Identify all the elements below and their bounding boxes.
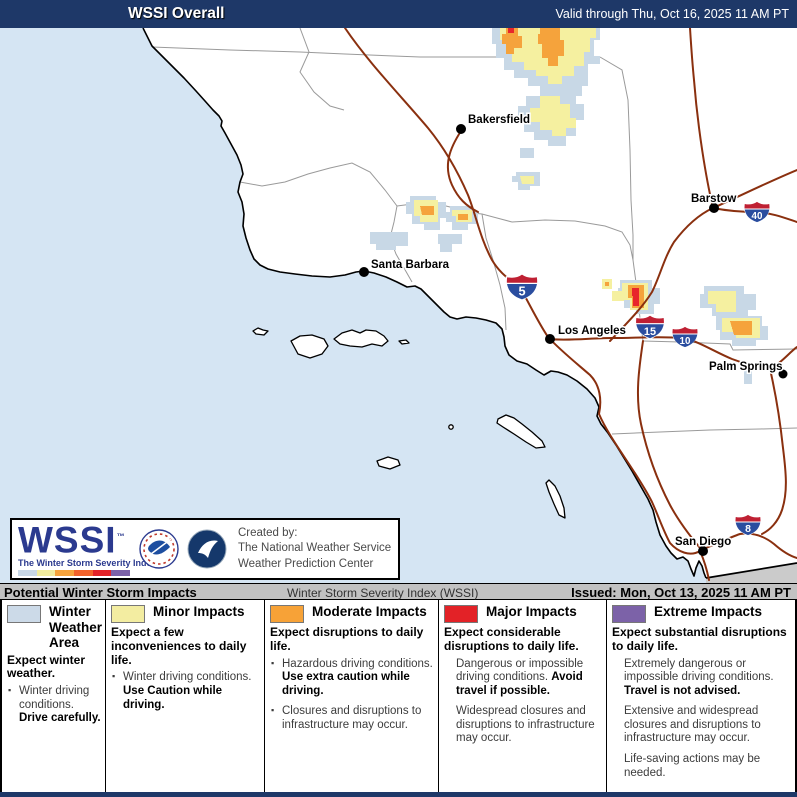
page-title: WSSI Overall: [128, 5, 225, 22]
legend-items: Winter driving conditions. Drive careful…: [7, 685, 101, 726]
land: [143, 28, 797, 578]
mexico-area: [706, 563, 797, 583]
map-canvas: 5 40 15 10: [0, 27, 797, 583]
created-by-block: Created by: The National Weather Service…: [238, 526, 391, 572]
legend-items: Dangerous or impossible driving conditio…: [444, 658, 602, 746]
created-by-line: Created by:: [238, 527, 298, 540]
legend-item: Extensive and widespread closures and di…: [624, 705, 761, 745]
extreme-swatch: [612, 605, 646, 623]
svg-text:10: 10: [680, 336, 691, 347]
wssi-scale-segment: [74, 569, 93, 576]
moderate-swatch: [270, 605, 304, 623]
legend-item: Winter driving conditions. Use Caution w…: [112, 671, 260, 712]
agency-logos: [138, 527, 228, 571]
org-line-1: The National Weather Service: [238, 542, 392, 555]
legend-items: Extremely dangerous or impossible drivin…: [612, 658, 791, 781]
wssi-acronym: WSSI: [18, 519, 117, 561]
wssi-scale-segment: [18, 569, 37, 576]
nws-logo-icon: [139, 529, 179, 569]
wssi-scale-bar: [18, 569, 131, 576]
svg-text:8: 8: [745, 523, 751, 535]
san-diego-dot: [698, 546, 708, 556]
map-svg: 5 40 15 10: [0, 27, 797, 583]
legend-title: Winter Weather Area: [49, 604, 103, 651]
barstow-dot: [709, 203, 719, 213]
coastline: [142, 27, 707, 579]
i8-shield: 8: [734, 513, 762, 537]
legend-column-moderate: Moderate Impacts Expect disruptions to d…: [265, 600, 439, 792]
legend-title: Minor Impacts: [153, 604, 245, 619]
moderate-impact-patches: [420, 28, 752, 335]
san-diego-label: San Diego: [675, 536, 731, 548]
winter-weather-swatch: [7, 605, 41, 623]
status-center-label: Winter Storm Severity Index (WSSI): [287, 586, 479, 600]
i15-shield: 15: [635, 314, 665, 340]
legend-intro: Expect winter weather.: [7, 652, 86, 681]
interstate-shields: 5 40 15 10: [505, 200, 771, 537]
legend-column-minor: Minor Impacts Expect a few inconvenience…: [106, 600, 265, 792]
santa-barbara-dot: [359, 267, 369, 277]
legend-intro: Expect substantial disruptions to daily …: [612, 625, 787, 653]
city-markers: Bakersfield Barstow Santa Barbara Los An…: [359, 113, 788, 556]
legend-item: Life-saving actions may be needed.: [624, 752, 761, 779]
legend-column-winter-weather: Winter Weather Area Expect winter weathe…: [2, 600, 106, 792]
palm-springs-dot: [778, 369, 788, 379]
legend-item: Closures and disruptions to infrastructu…: [271, 705, 434, 732]
svg-text:5: 5: [518, 284, 525, 299]
trademark-symbol: ™: [116, 532, 126, 542]
noaa-logo-icon: [187, 529, 227, 569]
impact-legend: Winter Weather Area Expect winter weathe…: [0, 600, 797, 792]
svg-text:15: 15: [644, 326, 656, 338]
major-swatch: [444, 605, 478, 623]
legend-item: Widespread closures and disruptions to i…: [456, 705, 595, 745]
wssi-scale-segment: [111, 569, 131, 576]
legend-title: Moderate Impacts: [312, 604, 427, 619]
legend-item: Dangerous or impossible driving conditio…: [456, 657, 584, 697]
status-issued-label: Issued: Mon, Oct 13, 2025 11 AM PT: [571, 585, 791, 600]
legend-items: Winter driving conditions. Use Caution w…: [111, 671, 260, 712]
channel-islands: [252, 327, 566, 519]
wssi-scale-segment: [92, 569, 112, 576]
bakersfield-label: Bakersfield: [468, 114, 530, 126]
valid-through-label: Valid through Thu, Oct 16, 2025 11 AM PT: [555, 7, 789, 21]
wssi-tagline: The Winter Storm Severity Index: [18, 557, 157, 568]
impact-areas: [370, 28, 768, 384]
major-impact-patches: [508, 28, 639, 306]
legend-item: Hazardous driving conditions. Use extra …: [271, 658, 434, 699]
legend-intro: Expect disruptions to daily life.: [270, 625, 424, 653]
wssi-logo-box: WSSI™ The Winter Storm Severity Index Cr…: [10, 518, 400, 580]
legend-intro: Expect considerable disruptions to daily…: [444, 625, 579, 653]
bakersfield-dot: [456, 124, 466, 134]
santa-barbara-label: Santa Barbara: [371, 259, 450, 271]
legend-item: Extremely dangerous or impossible drivin…: [624, 657, 774, 697]
minor-swatch: [111, 605, 145, 623]
i10-shield: 10: [671, 325, 699, 349]
wssi-scale-segment: [36, 569, 56, 576]
svg-text:40: 40: [752, 211, 763, 222]
wssi-logo: WSSI™ The Winter Storm Severity Index: [18, 519, 157, 576]
wssi-scale-segment: [55, 569, 75, 576]
los-angeles-label: Los Angeles: [558, 325, 626, 337]
i40-shield: 40: [743, 200, 771, 224]
us-mexico-border: [705, 562, 797, 579]
legend-column-major: Major Impacts Expect considerable disrup…: [439, 600, 607, 792]
legend-column-extreme: Extreme Impacts Expect substantial disru…: [607, 600, 795, 792]
legend-items: Hazardous driving conditions. Use extra …: [270, 658, 434, 733]
legend-intro: Expect a few inconveniences to daily lif…: [111, 625, 247, 667]
i5-shield: 5: [505, 273, 539, 301]
barstow-label: Barstow: [691, 193, 736, 205]
org-line-2: Weather Prediction Center: [238, 557, 374, 570]
legend-title: Major Impacts: [486, 604, 577, 619]
legend-title: Extreme Impacts: [654, 604, 763, 619]
palm-springs-label: Palm Springs: [709, 361, 783, 373]
status-bar: Potential Winter Storm Impacts Winter St…: [0, 583, 797, 600]
legend-item: Winter driving conditions. Drive careful…: [8, 685, 101, 726]
los-angeles-dot: [545, 334, 555, 344]
bottom-accent-strip: [0, 792, 797, 797]
header-bar: WSSI Overall Valid through Thu, Oct 16, …: [0, 0, 797, 28]
status-left-title: Potential Winter Storm Impacts: [4, 585, 197, 600]
